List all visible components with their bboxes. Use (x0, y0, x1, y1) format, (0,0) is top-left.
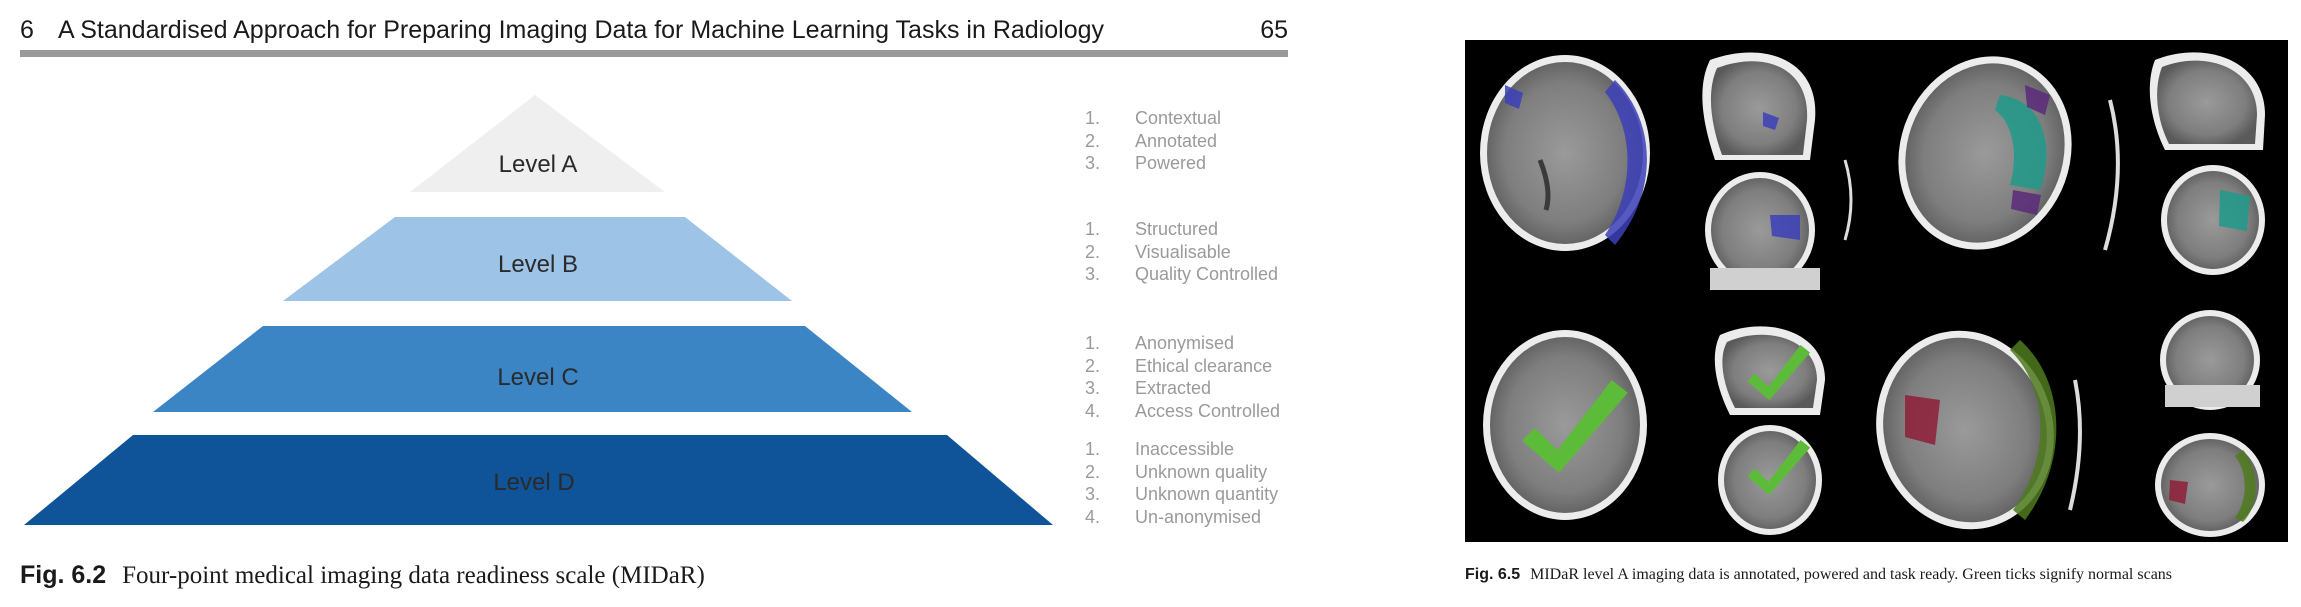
criteria-group-level-a: 1. Contextual 2. Annotated 3. Powered (1085, 107, 1300, 175)
running-title: A Standardised Approach for Preparing Im… (58, 16, 1104, 44)
list-item: 2. Annotated (1085, 130, 1218, 151)
ct-scan-figure (1465, 40, 2288, 542)
figure-label: Fig. 6.2 (20, 561, 107, 589)
list-item: 3. Quality Controlled (1085, 264, 1279, 284)
axial-scan-4 (2155, 433, 2265, 537)
page-number: 65 (1260, 16, 1288, 44)
figure-caption-text: Four-point medical imaging data readines… (122, 562, 705, 589)
sagittal-scan-normal (1714, 326, 1825, 415)
coronal-scan-3 (2160, 310, 2260, 410)
midar-pyramid-diagram: Level A Level B Level C Level D (24, 95, 1053, 525)
pyramid-level-a (410, 95, 665, 192)
sagittal-scan-1 (1702, 52, 1816, 160)
pyramid-level-a-label: Level A (499, 151, 578, 178)
list-item: 3. Unknown quantity (1085, 484, 1279, 504)
axial-scan-normal-1 (1483, 330, 1647, 520)
sagittal-scan-2 (2149, 52, 2265, 150)
axial-scan-3 (1876, 330, 2057, 530)
list-item: 3. Extracted (1085, 378, 1212, 398)
pyramid-level-b-label: Level B (498, 251, 578, 278)
list-item: 2. Ethical clearance (1085, 355, 1273, 376)
coronal-scan-1 (1705, 172, 1820, 290)
pyramid-level-c-label: Level C (497, 364, 578, 391)
left-page: 6 A Standardised Approach for Preparing … (20, 14, 1300, 590)
figure-caption-6-5: Fig. 6.5 MIDaR level A imaging data is an… (1465, 566, 2172, 584)
criteria-group-level-d: 1. Inaccessible 2. Unknown quality 3. Unkno… (1085, 438, 1300, 528)
criteria-group-level-c: 1. Anonymised 2. Ethical clearance 3. Extra… (1085, 332, 1300, 422)
list-item: 1. Anonymised (1085, 333, 1235, 353)
ct-scan-montage (1480, 52, 2265, 537)
list-item: 1. Contextual (1085, 108, 1222, 128)
list-item: 4. Access Controlled (1085, 400, 1281, 421)
running-head: 6 A Standardised Approach for Preparing … (20, 14, 1288, 57)
pyramid-level-b (283, 217, 792, 301)
list-item: 2. Unknown quality (1085, 461, 1268, 482)
coronal-scan-normal (1718, 425, 1822, 535)
criteria-group-level-b: 1. Structured 2. Visualisable 3. Quality Co… (1085, 218, 1300, 286)
axial-scan-2 (1898, 56, 2072, 250)
figure-label: Fig. 6.5 (1465, 566, 1521, 583)
list-item: 3. Powered (1085, 153, 1207, 173)
figure-caption-6-2: Fig. 6.2 Four-point medical imaging data … (20, 561, 705, 590)
list-item: 4. Un-anonymised (1085, 506, 1262, 527)
figure-caption-text: MIDaR level A imaging data is annotated,… (1530, 566, 2173, 583)
list-item: 1. Structured (1085, 219, 1219, 239)
pyramid-level-c (153, 326, 912, 412)
list-item: 1. Inaccessible (1085, 439, 1235, 459)
chapter-number: 6 (20, 16, 34, 44)
pyramid-level-d (24, 435, 1053, 525)
coronal-scan-2 (2161, 165, 2265, 275)
axial-scan-1 (1480, 55, 1650, 251)
list-item: 2. Visualisable (1085, 241, 1231, 262)
pyramid-level-d-label: Level D (493, 469, 574, 496)
